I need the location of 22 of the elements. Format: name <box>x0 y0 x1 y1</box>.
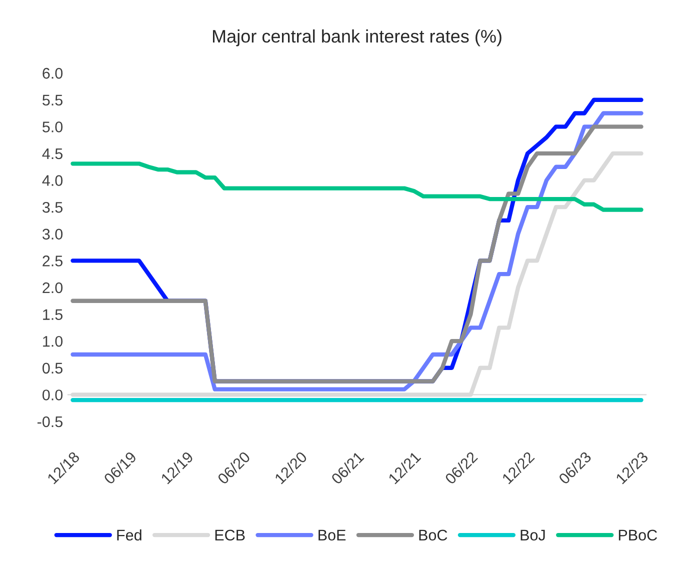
y-tick-label: -0.5 <box>37 416 62 428</box>
y-tick-label: 3.0 <box>42 228 63 240</box>
legend-label: PBoC <box>618 530 658 541</box>
y-tick-label: 5.0 <box>42 122 63 132</box>
legend-label: BoE <box>318 530 346 541</box>
y-tick-label: 5.5 <box>42 94 62 106</box>
y-tick-label: 4.0 <box>42 175 63 186</box>
chart-title: Major central bank interest rates (%) <box>212 29 502 46</box>
y-tick-label: 3.5 <box>42 202 62 213</box>
y-tick-label: 4.5 <box>42 148 62 160</box>
y-tick-label: 0.5 <box>42 362 62 374</box>
legend-label: BoJ <box>520 530 545 541</box>
line-series <box>70 162 644 212</box>
y-tick-label: 0.0 <box>42 390 63 400</box>
y-tick-label: 2.0 <box>42 282 63 294</box>
y-tick-label: 1.5 <box>43 309 62 320</box>
y-tick-label: 2.5 <box>42 256 62 266</box>
legend-label: BoC <box>419 530 448 541</box>
legend-label: Fed <box>117 529 142 541</box>
legend-label: ECB <box>215 530 245 541</box>
y-tick-label: 6.0 <box>42 68 63 79</box>
y-tick-label: 1.0 <box>43 336 63 347</box>
